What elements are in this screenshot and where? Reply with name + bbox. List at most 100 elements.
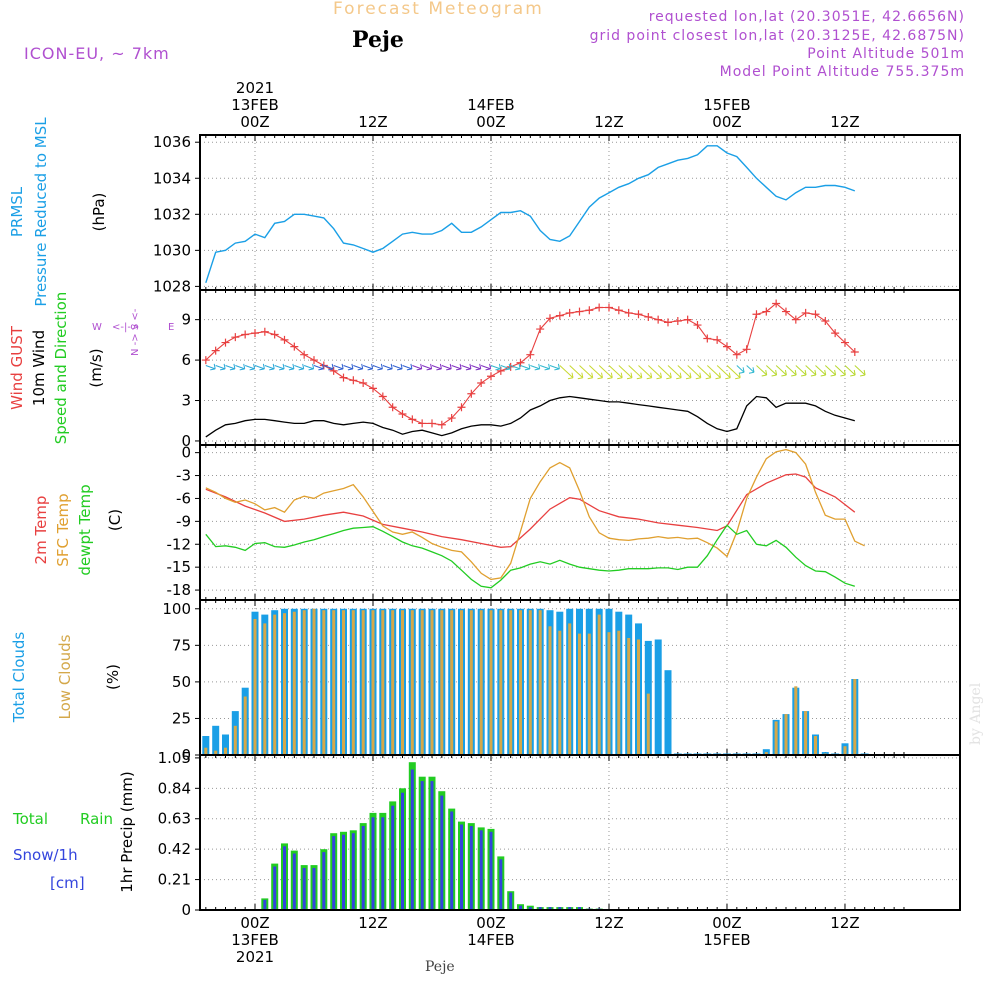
gust-marker: [732, 350, 741, 359]
snow-bar: [528, 907, 532, 910]
gust-marker: [752, 310, 761, 319]
total-clouds-label: Total Clouds: [10, 632, 28, 724]
y-tick-label: 75: [172, 636, 191, 654]
wind-arrow: [451, 363, 462, 371]
gridpoint-coords: grid point closest lon,lat (20.3125E, 42…: [589, 28, 965, 44]
snow-bar: [519, 905, 522, 910]
gust-marker: [654, 315, 663, 324]
gust-marker: [703, 334, 712, 343]
gust-marker: [831, 329, 840, 338]
low-cloud-bar: [292, 611, 296, 755]
low-cloud-bar: [519, 610, 522, 755]
gust-marker: [378, 392, 387, 401]
wind-arrow: [480, 363, 492, 371]
y-tick-label: 0.21: [158, 871, 191, 889]
low-cloud-bar: [597, 614, 601, 755]
wind-arrow: [539, 363, 551, 371]
gust-marker: [201, 356, 210, 365]
gust-marker: [595, 303, 604, 312]
gust-marker: [427, 419, 436, 428]
gust-marker: [634, 310, 643, 319]
wind-arrow: [706, 365, 721, 380]
wind-arrow: [313, 363, 324, 371]
total-cloud-bar: [222, 734, 229, 755]
wind-arrow: [274, 363, 285, 371]
top-time-label: 14FEB: [467, 96, 514, 114]
wind-arrow: [382, 363, 393, 371]
low-cloud-bar: [528, 610, 532, 755]
gust-marker: [644, 312, 653, 321]
low-cloud-bar: [263, 623, 267, 755]
low-cloud-bar: [283, 613, 286, 755]
low-cloud-bar: [381, 610, 385, 755]
snow-bar: [312, 868, 316, 910]
compass-e: E: [168, 322, 174, 333]
y-tick-label: 25: [172, 709, 191, 727]
footer-location: Peje: [425, 959, 455, 975]
low-cloud-bar: [332, 610, 336, 755]
bottom-time-label: 00Z: [240, 914, 269, 932]
low-cloud-bar: [578, 633, 581, 755]
gust-marker: [290, 342, 299, 351]
pressure-label: Pressure Reduced to MSL: [32, 117, 50, 307]
gust-marker: [850, 348, 859, 356]
wind-arrow: [372, 363, 383, 371]
model-altitude: Model Point Altitude 755.375m: [719, 64, 965, 80]
rain-label: Total: [12, 810, 48, 828]
low-cloud-bar: [233, 725, 237, 755]
snow-bar: [460, 824, 463, 910]
t2m-label: 2m Temp: [32, 496, 50, 565]
snow-bar: [381, 817, 385, 910]
snow-bar: [440, 795, 444, 910]
wind-arrow: [854, 365, 866, 377]
snow-bar: [548, 907, 552, 910]
y-tick-label: 0: [181, 444, 191, 462]
gust-marker: [663, 318, 672, 327]
wind-arrow: [549, 363, 560, 371]
low-cloud-bar: [617, 630, 621, 755]
total-cloud-bar: [664, 670, 672, 755]
temp-unit: (C): [106, 509, 124, 531]
wind-arrow: [805, 365, 817, 377]
snow-bar: [283, 846, 286, 910]
bottom-time-label: 13FEB: [231, 931, 278, 949]
gust-marker: [467, 389, 476, 398]
gust-marker: [388, 403, 397, 412]
wind-arrow: [431, 363, 442, 371]
snow-unit-label: [cm]: [50, 874, 85, 892]
low-cloud-bar: [214, 750, 218, 755]
gust-marker: [339, 373, 348, 382]
y-tick-label: -6: [176, 489, 191, 507]
low-cloud-bar: [440, 610, 444, 755]
low-cloud-bar: [312, 608, 316, 755]
gust-marker: [231, 333, 240, 342]
gust-marker: [260, 327, 269, 336]
snow-bar: [538, 907, 542, 910]
snow-bar: [420, 781, 424, 910]
low-cloud-bar: [764, 752, 768, 755]
wind-direction-label-text: Speed and Direction: [52, 292, 70, 445]
wind-arrow: [421, 363, 433, 371]
pressure-unit-text: (hPa): [90, 193, 108, 232]
gust-marker: [270, 330, 279, 339]
wind-arrow: [520, 363, 531, 371]
low-cloud-bar: [401, 610, 404, 755]
bottom-time-label: 12Z: [830, 914, 859, 932]
wind-line: [205, 395, 855, 438]
rain-label-2: Rain: [80, 810, 113, 828]
wind-arrow: [244, 363, 256, 371]
gust-marker: [516, 358, 525, 367]
snow-bar: [292, 853, 296, 910]
wind-arrow: [500, 363, 511, 371]
gust-marker: [349, 376, 358, 385]
low-cloud-bar: [548, 626, 552, 755]
chart-title: Forecast Meteogram: [333, 0, 544, 19]
gust-marker: [211, 346, 220, 355]
top-time-label: 15FEB: [703, 96, 750, 114]
wind-arrow: [254, 363, 265, 371]
wind-arrow: [441, 363, 452, 371]
gust-marker: [604, 303, 613, 312]
bottom-time-label: 2021: [236, 948, 274, 966]
y-tick-label: 1030: [153, 241, 191, 259]
